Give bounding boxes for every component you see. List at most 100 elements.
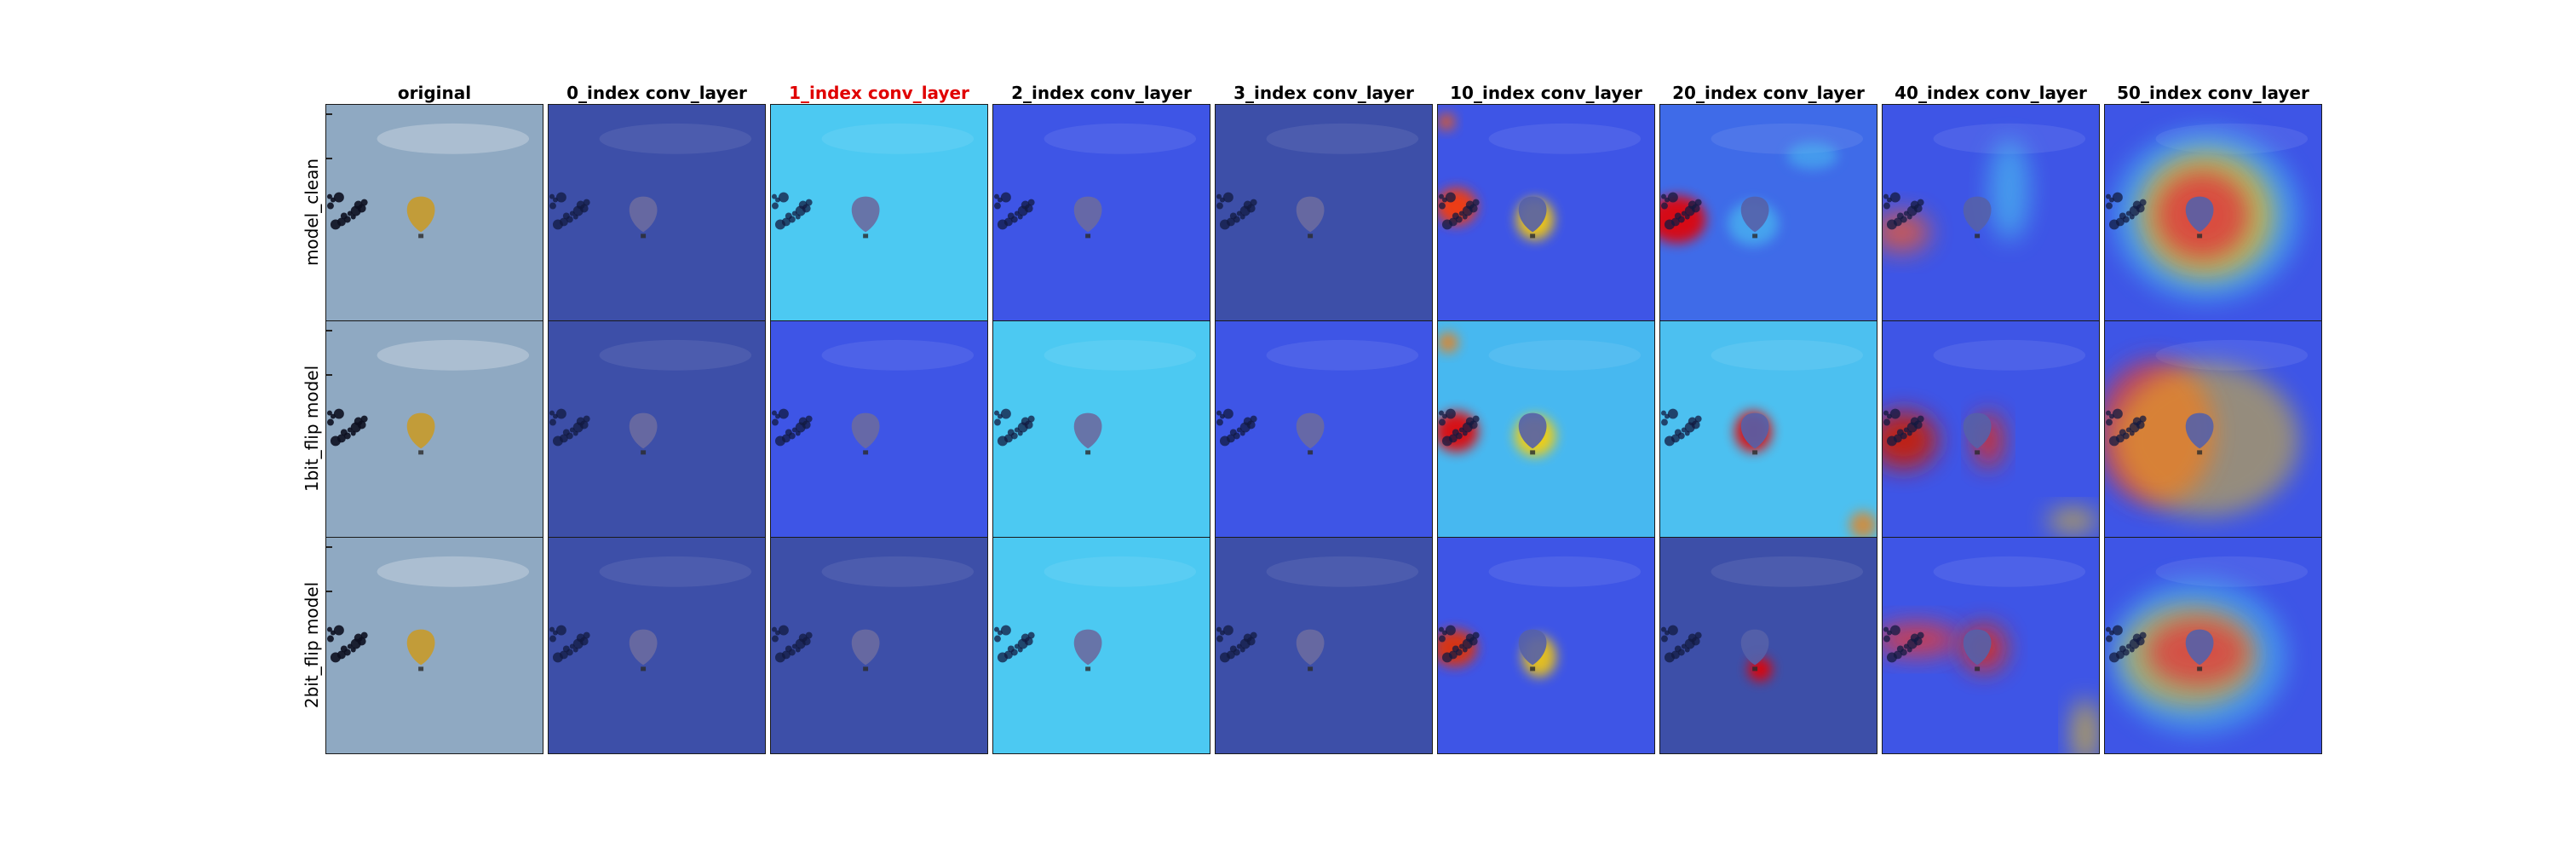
heatmap-panel (1659, 320, 1877, 538)
tree-foliage (1455, 216, 1463, 223)
panel-image (2105, 538, 2321, 753)
heatmap-panel (1437, 537, 1655, 754)
balloon-basket (641, 666, 647, 672)
cloud-shape (821, 339, 975, 371)
balloon-basket (2197, 450, 2203, 455)
tree-foliage (1889, 192, 1900, 203)
tree-foliage (2115, 217, 2125, 227)
tree-foliage (2129, 214, 2135, 220)
tree-foliage (336, 650, 346, 660)
cloud-shape (2155, 556, 2309, 587)
tree-foliage (1250, 631, 1257, 639)
column-title: 2_index conv_layer (1011, 83, 1192, 103)
axis-tick (326, 591, 332, 592)
column-title: 10_index conv_layer (1450, 83, 1642, 103)
heat-blob (1989, 138, 2030, 241)
cloud-shape (377, 556, 530, 587)
tree-foliage (1010, 216, 1018, 223)
original-image-panel (325, 537, 543, 754)
heatmap-panel (770, 104, 988, 321)
tree-foliage (1670, 434, 1680, 443)
panel-image (993, 321, 1210, 537)
tree-foliage (2105, 410, 2111, 416)
balloon-shape (851, 412, 880, 449)
balloon-basket (863, 450, 869, 455)
tree-foliage (583, 415, 590, 423)
tree-foliage (1913, 420, 1923, 430)
tree-foliage (1691, 420, 1700, 430)
tree-foliage (1900, 649, 1907, 656)
cloud-shape (377, 339, 530, 371)
tree-foliage (2112, 625, 2123, 636)
balloon-shape (1296, 412, 1325, 449)
tree-foliage (549, 635, 556, 643)
tree-foliage (549, 626, 555, 632)
balloon-shape (2185, 629, 2214, 666)
balloon-basket (418, 233, 424, 239)
column-title: 3_index conv_layer (1233, 83, 1414, 103)
tree-foliage (1472, 631, 1480, 639)
panel-image (1438, 538, 1654, 753)
balloon-shape (1073, 196, 1102, 233)
axis-tick (326, 158, 332, 159)
tree-foliage (771, 193, 777, 199)
heatmap-panel (992, 320, 1210, 538)
tree-foliage (549, 418, 556, 426)
tree-foliage (326, 202, 334, 210)
tree-foliage (1893, 217, 1902, 227)
cloud-shape (599, 556, 752, 587)
tree-foliage (2122, 432, 2130, 440)
balloon-shape (851, 196, 880, 233)
tree-foliage (1883, 418, 1890, 426)
tree-foliage (2139, 631, 2147, 639)
tree-foliage (802, 420, 811, 430)
tree-foliage (1455, 649, 1463, 656)
cloud-shape (1266, 339, 1419, 371)
tree-foliage (1913, 637, 1923, 646)
cloud-shape (1933, 339, 2086, 371)
balloon-basket (2197, 666, 2203, 672)
row-label: model_clean (302, 158, 322, 267)
tree-foliage (2136, 204, 2145, 213)
tree-foliage (1246, 204, 1256, 213)
balloon-shape (1963, 412, 1992, 449)
cloud-shape (1711, 556, 1864, 587)
tree-foliage (1660, 410, 1666, 416)
tree-foliage (572, 430, 578, 436)
tree-foliage (1003, 434, 1013, 443)
tree-foliage (1893, 434, 1902, 443)
tree-foliage (1000, 192, 1011, 203)
heat-blob (1786, 141, 1838, 170)
panel-image (326, 538, 543, 753)
tree-foliage (1448, 217, 1458, 227)
tree-foliage (2112, 408, 2123, 419)
panel-image (2105, 105, 2321, 320)
tree-foliage (778, 192, 789, 203)
balloon-shape (406, 412, 435, 449)
heat-blob (2072, 699, 2099, 753)
tree-foliage (778, 625, 789, 636)
tree-foliage (1462, 430, 1468, 436)
tree-foliage (1233, 432, 1240, 440)
tree-foliage (336, 217, 346, 227)
axis-tick (326, 374, 332, 376)
tree-foliage (771, 202, 779, 210)
tree-foliage (350, 647, 356, 653)
balloon-shape (1740, 196, 1769, 233)
tree-foliage (549, 410, 555, 416)
tree-foliage (1222, 625, 1233, 636)
panel-image (326, 105, 543, 320)
heat-blob (1849, 511, 1877, 537)
tree-foliage (1246, 420, 1256, 430)
panel-image (1883, 538, 2099, 753)
tree-foliage (1010, 432, 1018, 440)
tree-foliage (1445, 625, 1456, 636)
tree-foliage (1455, 432, 1463, 440)
tree-foliage (1239, 430, 1245, 436)
balloon-shape (629, 629, 658, 666)
tree-foliage (2105, 418, 2113, 426)
tree-foliage (1694, 631, 1702, 639)
heat-blob (1883, 411, 1938, 470)
tree-foliage (566, 216, 573, 223)
axis-tick (326, 113, 332, 115)
